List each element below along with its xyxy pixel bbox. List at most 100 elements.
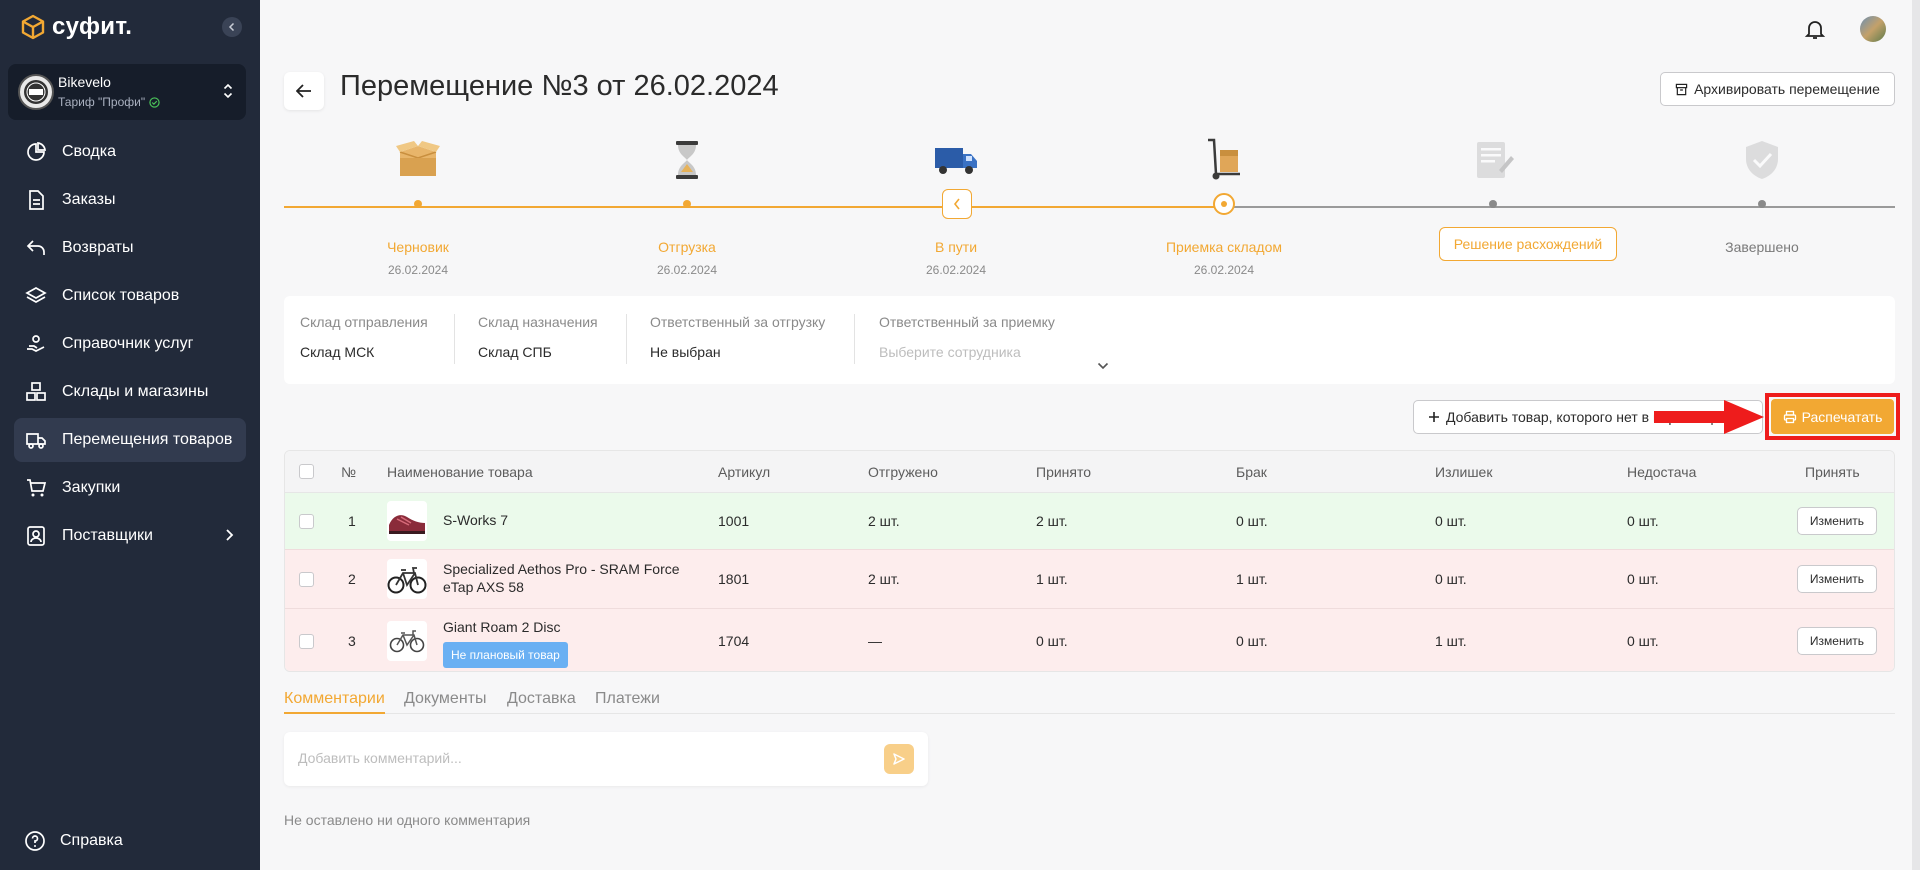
printer-icon (1783, 410, 1796, 423)
return-icon (24, 236, 48, 260)
product-name[interactable]: Specialized Aethos Pro - SRAM Force eTap… (443, 561, 680, 595)
column-header-shipped: Отгружено (868, 464, 938, 480)
comment-box (284, 732, 928, 786)
bikevelo-logo-icon (24, 80, 48, 104)
product-thumbnail[interactable] (387, 501, 427, 541)
supplier-icon (24, 524, 48, 548)
sidebar-item-label: Список товаров (62, 287, 180, 304)
notifications-button[interactable] (1804, 18, 1826, 43)
sidebar-item-label: Сводка (62, 143, 117, 160)
resolve-discrepancies-button[interactable]: Решение расхождений (1439, 227, 1617, 261)
sidebar-item-services[interactable]: Справочник услуг (14, 322, 246, 366)
sidebar-item-label: Перемещения товаров (62, 431, 233, 448)
step-label: Черновик (387, 239, 449, 255)
sidebar-item-label: Закупки (62, 479, 121, 496)
send-comment-button[interactable] (884, 744, 914, 774)
edit-button[interactable]: Изменить (1797, 627, 1877, 655)
print-button[interactable]: Распечатать (1771, 399, 1894, 434)
table-row: 3 Giant Roam 2 Disc Не плановый товар 17… (285, 609, 1894, 671)
sku: 1801 (718, 571, 750, 587)
document-icon (24, 188, 48, 212)
chevron-up-down-icon (223, 83, 233, 99)
archive-button[interactable]: Архивировать перемещение (1660, 72, 1895, 106)
tab-delivery[interactable]: Доставка (507, 690, 576, 707)
edit-button[interactable]: Изменить (1797, 565, 1877, 593)
hourglass-icon (676, 141, 698, 179)
step-back-button[interactable] (942, 189, 972, 219)
column-header-number: № (341, 464, 357, 480)
sidebar-item-transfers[interactable]: Перемещения товаров (14, 418, 246, 462)
sidebar-item-warehouses[interactable]: Склады и магазины (14, 370, 246, 414)
tab-comments[interactable]: Комментарии (284, 690, 385, 714)
select-all-checkbox[interactable] (299, 464, 314, 479)
shield-check-icon (1746, 141, 1778, 179)
sidebar-item-summary[interactable]: Сводка (14, 130, 246, 174)
sidebar-item-suppliers[interactable]: Поставщики (14, 514, 246, 558)
product-thumbnail[interactable] (387, 559, 427, 599)
service-hand-icon (24, 332, 48, 356)
sidebar-item-label: Возвраты (62, 239, 134, 256)
shipping-responsible-label: Ответственный за отгрузку (650, 314, 826, 330)
receiving-responsible-select[interactable]: Выберите сотрудника (879, 344, 1021, 360)
row-number: 3 (348, 633, 356, 649)
page-scrollbar[interactable] (1912, 0, 1920, 870)
unplanned-badge: Не плановый товар (443, 642, 568, 668)
surplus-qty: 1 шт. (1435, 633, 1467, 649)
source-warehouse-value: Склад МСК (300, 344, 375, 360)
sidebar-item-label: Справочник услуг (62, 335, 194, 352)
product-thumbnail[interactable] (387, 621, 427, 661)
logo[interactable]: суфит. (20, 13, 132, 41)
clipboard-icon (1477, 142, 1514, 178)
column-header-sku: Артикул (718, 464, 771, 480)
sidebar-item-products[interactable]: Список товаров (14, 274, 246, 318)
question-circle-icon (25, 831, 45, 851)
account-name: Bikevelo (58, 74, 111, 90)
row-checkbox[interactable] (299, 514, 314, 529)
row-number: 1 (348, 513, 356, 529)
chevron-down-icon[interactable] (1097, 362, 1109, 370)
progress-line-pending (1224, 206, 1895, 208)
table-row: 2 Specialized Aethos Pro - SRAM Force eT… (285, 550, 1894, 609)
shipped-qty: 2 шт. (868, 513, 900, 529)
truck-icon (24, 428, 48, 452)
chevron-left-icon (953, 198, 960, 210)
help-link[interactable]: Справка (24, 830, 123, 852)
sidebar-item-returns[interactable]: Возвраты (14, 226, 246, 270)
tab-payments[interactable]: Платежи (595, 690, 660, 707)
divider (454, 314, 455, 364)
product-name-cell: Giant Roam 2 Disc Не плановый товар (443, 618, 693, 668)
pie-chart-icon (24, 140, 48, 164)
print-label: Распечатать (1801, 408, 1883, 425)
collapse-sidebar-button[interactable] (222, 17, 242, 37)
divider (854, 314, 855, 364)
column-header-accepted: Принято (1036, 464, 1092, 480)
row-checkbox[interactable] (299, 634, 314, 649)
product-name[interactable]: Giant Roam 2 Disc (443, 619, 561, 635)
comment-input[interactable] (298, 750, 858, 766)
account-plan-text: Тариф "Профи" (58, 95, 146, 109)
account-plan: Тариф "Профи" (58, 95, 160, 109)
product-name[interactable]: S-Works 7 (443, 512, 509, 528)
send-icon (893, 753, 905, 765)
user-avatar[interactable] (1860, 16, 1886, 42)
back-button[interactable] (284, 72, 324, 110)
sidebar-item-orders[interactable]: Заказы (14, 178, 246, 222)
shortage-qty: 0 шт. (1627, 513, 1659, 529)
receiving-responsible[interactable]: Ответственный за приемку Выберите сотруд… (879, 314, 1109, 370)
bike-image (389, 630, 425, 653)
account-switcher[interactable]: Bikevelo Тариф "Профи" (8, 64, 246, 120)
sidebar-item-purchases[interactable]: Закупки (14, 466, 246, 510)
archive-label: Архивировать перемещение (1694, 81, 1880, 97)
shipping-responsible[interactable]: Ответственный за отгрузку Не выбран (650, 314, 825, 360)
step-label: Отгрузка (658, 239, 716, 255)
step-date: 26.02.2024 (1193, 263, 1255, 277)
help-label: Справка (60, 832, 123, 849)
edit-button[interactable]: Изменить (1797, 507, 1877, 535)
progress-line-complete (284, 206, 1224, 208)
account-toggle[interactable] (222, 82, 234, 103)
row-checkbox[interactable] (299, 572, 314, 587)
tab-documents[interactable]: Документы (404, 690, 487, 707)
cart-icon (24, 476, 48, 500)
source-warehouse-label: Склад отправления (300, 314, 428, 330)
shipping-responsible-value[interactable]: Не выбран (650, 344, 721, 360)
